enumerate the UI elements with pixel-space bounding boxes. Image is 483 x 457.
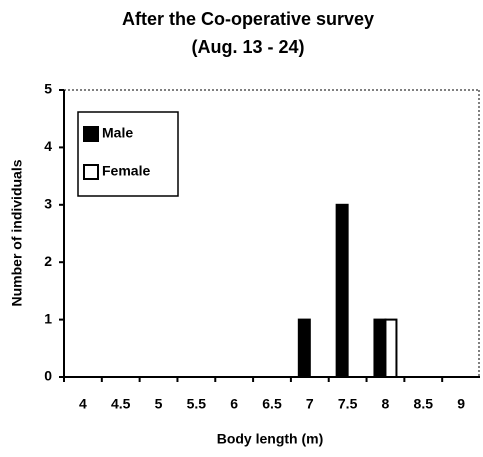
- x-tick-label: 8: [382, 396, 390, 412]
- x-tick-label: 4: [79, 396, 87, 412]
- bar: [297, 318, 311, 379]
- y-tick-label: 0: [44, 368, 52, 384]
- x-axis-label: Body length (m): [217, 431, 324, 447]
- y-tick-label: 5: [44, 81, 52, 97]
- bar: [373, 318, 387, 379]
- y-tick-label: 4: [44, 138, 52, 154]
- y-tick-label: 2: [44, 253, 52, 269]
- x-tick-label: 5.5: [187, 396, 207, 412]
- legend-swatch: [83, 164, 99, 180]
- y-axis-label: Number of individuals: [9, 159, 25, 306]
- x-tick-label: 6: [230, 396, 238, 412]
- bar: [335, 203, 349, 378]
- legend-label: Male: [102, 125, 133, 141]
- chart-subtitle: (Aug. 13 - 24): [191, 37, 304, 57]
- x-tick-label: 9: [457, 396, 465, 412]
- x-tick-label: 7: [306, 396, 314, 412]
- x-tick-label: 8.5: [414, 396, 434, 412]
- y-tick-label: 3: [44, 196, 52, 212]
- y-tick-label: 1: [44, 310, 52, 326]
- x-tick-label: 4.5: [111, 396, 131, 412]
- legend-swatch: [83, 126, 99, 142]
- x-tick-label: 5: [155, 396, 163, 412]
- x-tick-label: 6.5: [262, 396, 282, 412]
- x-tick-label: 7.5: [338, 396, 358, 412]
- bar: [384, 318, 398, 379]
- legend-label: Female: [102, 163, 150, 179]
- chart-title: After the Co-operative survey: [122, 9, 374, 29]
